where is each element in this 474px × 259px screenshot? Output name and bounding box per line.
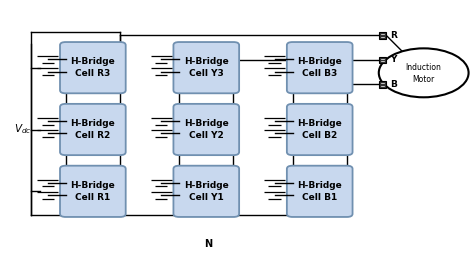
FancyBboxPatch shape xyxy=(173,42,239,93)
Text: B: B xyxy=(390,80,397,89)
Circle shape xyxy=(379,48,469,97)
FancyBboxPatch shape xyxy=(173,104,239,155)
Text: R: R xyxy=(390,31,397,40)
Text: H-Bridge
Cell B3: H-Bridge Cell B3 xyxy=(297,57,342,78)
Text: Y: Y xyxy=(390,55,396,64)
FancyBboxPatch shape xyxy=(287,42,353,93)
Text: N: N xyxy=(205,239,213,249)
Text: H-Bridge
Cell Y1: H-Bridge Cell Y1 xyxy=(184,181,228,202)
Text: H-Bridge
Cell R2: H-Bridge Cell R2 xyxy=(71,119,115,140)
Text: H-Bridge
Cell B1: H-Bridge Cell B1 xyxy=(297,181,342,202)
Text: Motor: Motor xyxy=(412,75,435,84)
FancyBboxPatch shape xyxy=(60,42,126,93)
Text: H-Bridge
Cell B2: H-Bridge Cell B2 xyxy=(297,119,342,140)
Text: $V_{dc}$: $V_{dc}$ xyxy=(14,123,32,136)
Text: H-Bridge
Cell R3: H-Bridge Cell R3 xyxy=(71,57,115,78)
FancyBboxPatch shape xyxy=(173,166,239,217)
Text: H-Bridge
Cell Y3: H-Bridge Cell Y3 xyxy=(184,57,228,78)
Text: Induction: Induction xyxy=(406,63,442,72)
FancyBboxPatch shape xyxy=(287,166,353,217)
FancyBboxPatch shape xyxy=(60,104,126,155)
FancyBboxPatch shape xyxy=(287,104,353,155)
Bar xyxy=(379,32,386,39)
Text: H-Bridge
Cell Y2: H-Bridge Cell Y2 xyxy=(184,119,228,140)
FancyBboxPatch shape xyxy=(60,166,126,217)
Bar xyxy=(379,57,386,63)
Bar xyxy=(379,81,386,88)
Text: H-Bridge
Cell R1: H-Bridge Cell R1 xyxy=(71,181,115,202)
